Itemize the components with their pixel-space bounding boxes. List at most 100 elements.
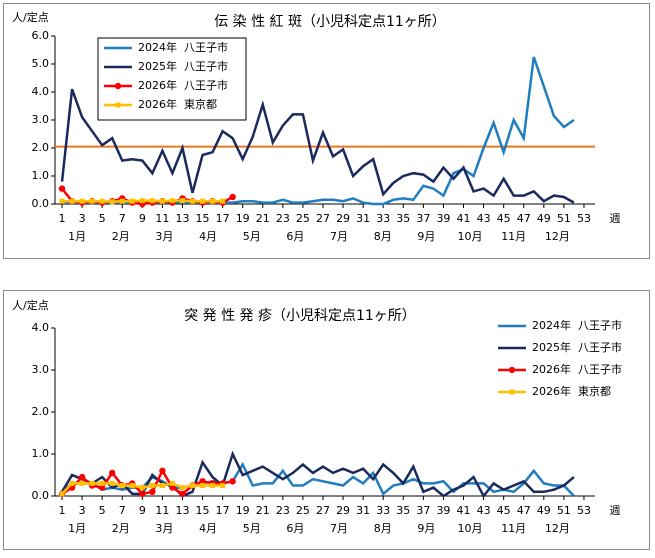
point <box>89 480 95 486</box>
legend-label: 2026年 東京都 <box>138 97 217 111</box>
x-tick-label: 37 <box>416 212 430 225</box>
x-tick-label: 47 <box>517 212 531 225</box>
point <box>229 478 236 485</box>
x-tick-label: 3 <box>79 212 86 225</box>
point <box>210 198 216 204</box>
y-tick-label: 0.0 <box>32 197 50 210</box>
x-tick-label: 53 <box>577 212 591 225</box>
x-tick-label: 21 <box>256 212 270 225</box>
month-label: 10月 <box>458 230 483 243</box>
month-label: 6月 <box>286 230 304 243</box>
point <box>200 198 206 204</box>
month-label: 3月 <box>155 230 173 243</box>
month-label: 6月 <box>286 522 304 535</box>
month-label: 3月 <box>155 522 173 535</box>
point <box>159 467 166 474</box>
point <box>200 483 206 488</box>
x-tick-label: 5 <box>99 212 106 225</box>
chart-frame <box>3 3 650 259</box>
point <box>199 478 206 485</box>
x-tick-label: 51 <box>557 212 571 225</box>
month-label: 8月 <box>374 522 392 535</box>
x-tick-label: 9 <box>139 504 146 517</box>
x-tick-label: 23 <box>276 212 290 225</box>
x-tick-label: 29 <box>336 504 350 517</box>
chart-frame <box>3 290 650 550</box>
x-tick-label: 13 <box>175 212 189 225</box>
x-tick-label: 17 <box>216 504 230 517</box>
point <box>89 198 95 204</box>
x-tick-label: 33 <box>376 504 390 517</box>
x-tick-label: 39 <box>436 212 450 225</box>
month-label: 7月 <box>330 230 348 243</box>
x-tick-label: 27 <box>316 212 330 225</box>
month-label: 12月 <box>545 522 570 535</box>
month-label: 1月 <box>68 522 86 535</box>
point <box>59 198 65 204</box>
x-tick-label: 5 <box>99 504 106 517</box>
point <box>109 199 115 205</box>
point <box>79 198 85 204</box>
x-tick-label: 15 <box>196 504 210 517</box>
x-tick-label: 13 <box>175 504 189 517</box>
point <box>220 483 226 488</box>
chart-title: 伝 染 性 紅 斑（小児科定点11ヶ所） <box>214 14 446 30</box>
point <box>159 198 165 204</box>
y-tick-label: 1.0 <box>32 169 50 182</box>
point <box>129 198 135 204</box>
y-tick-label: 4.0 <box>32 321 50 334</box>
month-label: 7月 <box>330 522 348 535</box>
point <box>149 483 155 488</box>
x-tick-label: 7 <box>119 504 126 517</box>
x-tick-label: 43 <box>477 212 491 225</box>
legend-label: 2025年 八王子市 <box>138 59 228 73</box>
series-line <box>60 88 575 204</box>
y-tick-label: 6.0 <box>32 29 50 42</box>
point <box>179 485 185 491</box>
y-tick-label: 5.0 <box>32 57 50 70</box>
chart-title: 突 発 性 発 疹（小児科定点11ヶ所） <box>184 308 416 324</box>
point <box>179 490 186 498</box>
point <box>179 198 185 204</box>
x-tick-label: 19 <box>236 212 250 225</box>
point <box>59 491 65 497</box>
point <box>149 198 155 204</box>
point <box>149 488 156 495</box>
y-tick-label: 2.0 <box>32 141 50 154</box>
month-label: 10月 <box>458 522 483 535</box>
x-tick-label: 41 <box>457 504 471 517</box>
x-tick-label: 11 <box>155 212 169 225</box>
x-tick-label: 31 <box>356 212 370 225</box>
point <box>109 480 115 486</box>
point <box>190 198 196 204</box>
point <box>169 480 175 486</box>
month-label: 12月 <box>545 230 570 243</box>
y-tick-label: 0.0 <box>32 489 50 502</box>
x-tick-label: 35 <box>396 504 410 517</box>
point <box>69 198 75 204</box>
month-label: 1月 <box>68 230 86 243</box>
x-tick-label: 3 <box>79 504 86 517</box>
x-axis-label: 週 <box>610 504 621 517</box>
x-tick-label: 15 <box>196 212 210 225</box>
x-tick-label: 9 <box>139 212 146 225</box>
point <box>210 483 216 488</box>
x-tick-label: 21 <box>256 504 270 517</box>
x-tick-label: 45 <box>497 212 511 225</box>
legend-marker <box>508 366 516 374</box>
point <box>99 198 105 204</box>
month-label: 8月 <box>374 230 392 243</box>
y-axis-label: 人/定点 <box>12 298 49 312</box>
month-label: 11月 <box>501 522 526 535</box>
point <box>139 198 145 204</box>
x-tick-label: 37 <box>416 504 430 517</box>
x-tick-label: 31 <box>356 504 370 517</box>
month-label: 2月 <box>112 230 130 243</box>
month-label: 9月 <box>417 230 435 243</box>
point <box>159 483 165 488</box>
x-tick-label: 25 <box>296 212 310 225</box>
legend-label: 2024年 八王子市 <box>532 318 622 332</box>
x-tick-label: 47 <box>517 504 531 517</box>
point <box>119 483 125 488</box>
month-label: 4月 <box>199 522 217 535</box>
